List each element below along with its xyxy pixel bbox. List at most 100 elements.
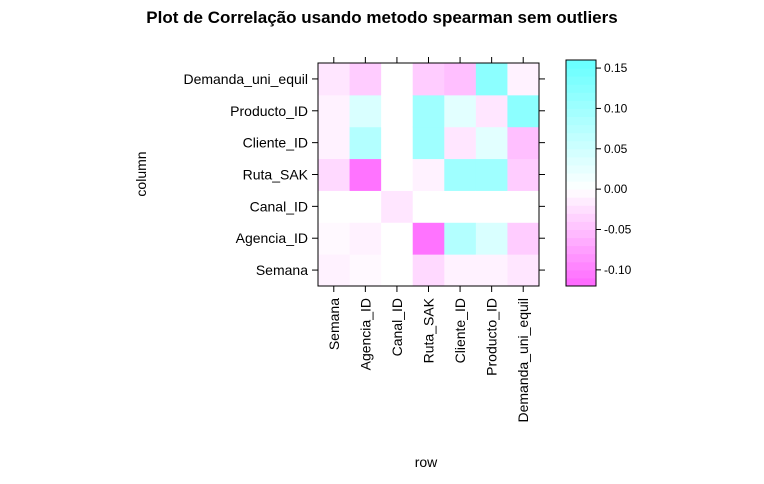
- y-axis-label: column: [133, 151, 149, 196]
- heatmap-cell: [381, 63, 414, 96]
- colorbar-swatch: [566, 253, 596, 263]
- colorbar-swatch: [566, 221, 596, 230]
- heatmap-cell: [318, 190, 351, 223]
- colorbar-swatch: [566, 156, 596, 166]
- heatmap-cell: [507, 94, 540, 128]
- colorbar-swatch: [566, 229, 596, 239]
- colorbar-swatch: [566, 108, 596, 117]
- colorbar-swatch: [566, 213, 596, 222]
- colorbar-tick-label: 0.15: [604, 61, 628, 75]
- colorbar-swatch: [566, 277, 596, 287]
- colorbar-swatch: [566, 92, 596, 101]
- heatmap-cell: [507, 158, 540, 191]
- x-tick-label: Canal_ID: [389, 298, 405, 356]
- heatmap-cell: [412, 158, 445, 191]
- colorbar: -0.10 -0.05 0.00 0.05 0.10 0.15: [565, 59, 632, 287]
- heatmap-cell: [349, 222, 382, 255]
- heatmap-cell: [444, 254, 477, 287]
- heatmap-cell: [507, 190, 540, 223]
- heatmap-cell: [381, 94, 414, 128]
- colorbar-tick-label: 0.05: [604, 142, 628, 156]
- heatmap-cell: [475, 63, 508, 96]
- y-tick-label: Cliente_ID: [243, 135, 308, 151]
- heatmap-cell: [349, 158, 382, 191]
- colorbar-swatch: [566, 237, 596, 247]
- y-tick-label: Ruta_SAK: [243, 167, 309, 183]
- y-tick-label: Producto_ID: [230, 103, 308, 119]
- colorbar-swatch: [566, 84, 596, 93]
- heatmap-cell: [412, 222, 445, 255]
- colorbar-swatch: [566, 205, 596, 214]
- heatmap-cell: [318, 222, 351, 255]
- heatmap-cell: [444, 63, 477, 96]
- colorbar-swatch: [566, 164, 596, 174]
- colorbar-tick-label: -0.05: [604, 223, 632, 237]
- heatmap-cell: [475, 94, 508, 128]
- x-tick-label: Cliente_ID: [452, 298, 468, 363]
- y-tick-label: Agencia_ID: [236, 230, 308, 246]
- y-tick-label: Demanda_uni_equil: [183, 71, 308, 87]
- y-axis: Semana Agencia_ID Canal_ID Ruta_SAK Cliente_…: [183, 71, 545, 278]
- heatmap-cell: [318, 94, 351, 128]
- x-tick-label: Semana: [326, 298, 342, 350]
- heatmap-cell: [318, 126, 351, 160]
- x-axis-label: row: [415, 454, 438, 470]
- heatmap-cell: [475, 190, 508, 223]
- heatmap-cell: [507, 63, 540, 96]
- chart-title: Plot de Correlação usando metodo spearma…: [146, 8, 617, 27]
- heatmap-cells: [318, 63, 540, 287]
- colorbar-swatch: [566, 245, 596, 255]
- y-tick-label: Semana: [256, 262, 308, 278]
- heatmap-cell: [381, 190, 414, 223]
- heatmap-cell: [381, 254, 414, 287]
- heatmap-cell: [412, 126, 445, 160]
- heatmap-cell: [381, 126, 414, 160]
- colorbar-swatch: [566, 197, 596, 206]
- colorbar-swatch: [566, 60, 596, 69]
- heatmap-cell: [444, 126, 477, 160]
- colorbar-swatch: [566, 181, 596, 190]
- heatmap-cell: [381, 158, 414, 191]
- colorbar-border: [565, 59, 597, 287]
- heatmap-cell: [349, 63, 382, 96]
- heatmap-cell: [381, 222, 414, 255]
- heatmap-cell: [318, 158, 351, 191]
- heatmap-cell: [318, 63, 351, 96]
- heatmap-cell: [412, 94, 445, 128]
- colorbar-swatch: [566, 140, 596, 150]
- colorbar-swatch: [566, 269, 596, 279]
- heatmap-cell: [444, 190, 477, 223]
- colorbar-swatch: [566, 173, 596, 182]
- x-tick-label: Producto_ID: [484, 298, 500, 376]
- heatmap-cell: [349, 190, 382, 223]
- heatmap-cell: [475, 222, 508, 255]
- heatmap-cell: [412, 254, 445, 287]
- colorbar-swatch: [566, 189, 596, 198]
- colorbar-swatch: [566, 116, 596, 126]
- heatmap-cell: [412, 190, 445, 223]
- colorbar-swatch: [566, 76, 596, 85]
- heatmap-cell: [349, 94, 382, 128]
- x-axis: Semana Agencia_ID Canal_ID Ruta_SAK Cliente_…: [326, 57, 531, 423]
- colorbar-swatch: [566, 132, 596, 142]
- heatmap-cell: [444, 94, 477, 128]
- heatmap-cell: [475, 158, 508, 191]
- colorbar-swatch: [566, 68, 596, 77]
- heatmap-cell: [349, 126, 382, 160]
- x-tick-label: Agencia_ID: [357, 298, 373, 370]
- colorbar-tick-label: 0.00: [604, 182, 628, 196]
- heatmap-cell: [412, 63, 445, 96]
- colorbar-swatch: [566, 124, 596, 134]
- colorbar-swatch: [566, 100, 596, 109]
- heatmap-cell: [318, 254, 351, 287]
- heatmap-cell: [475, 126, 508, 160]
- heatmap-cell: [507, 254, 540, 287]
- heatmap-cell: [475, 254, 508, 287]
- y-tick-label: Canal_ID: [250, 198, 308, 214]
- colorbar-swatch: [566, 148, 596, 158]
- heatmap-cell: [444, 222, 477, 255]
- x-tick-label: Ruta_SAK: [421, 297, 437, 363]
- colorbar-tick-label: -0.10: [604, 263, 632, 277]
- x-tick-label: Demanda_uni_equil: [515, 298, 531, 423]
